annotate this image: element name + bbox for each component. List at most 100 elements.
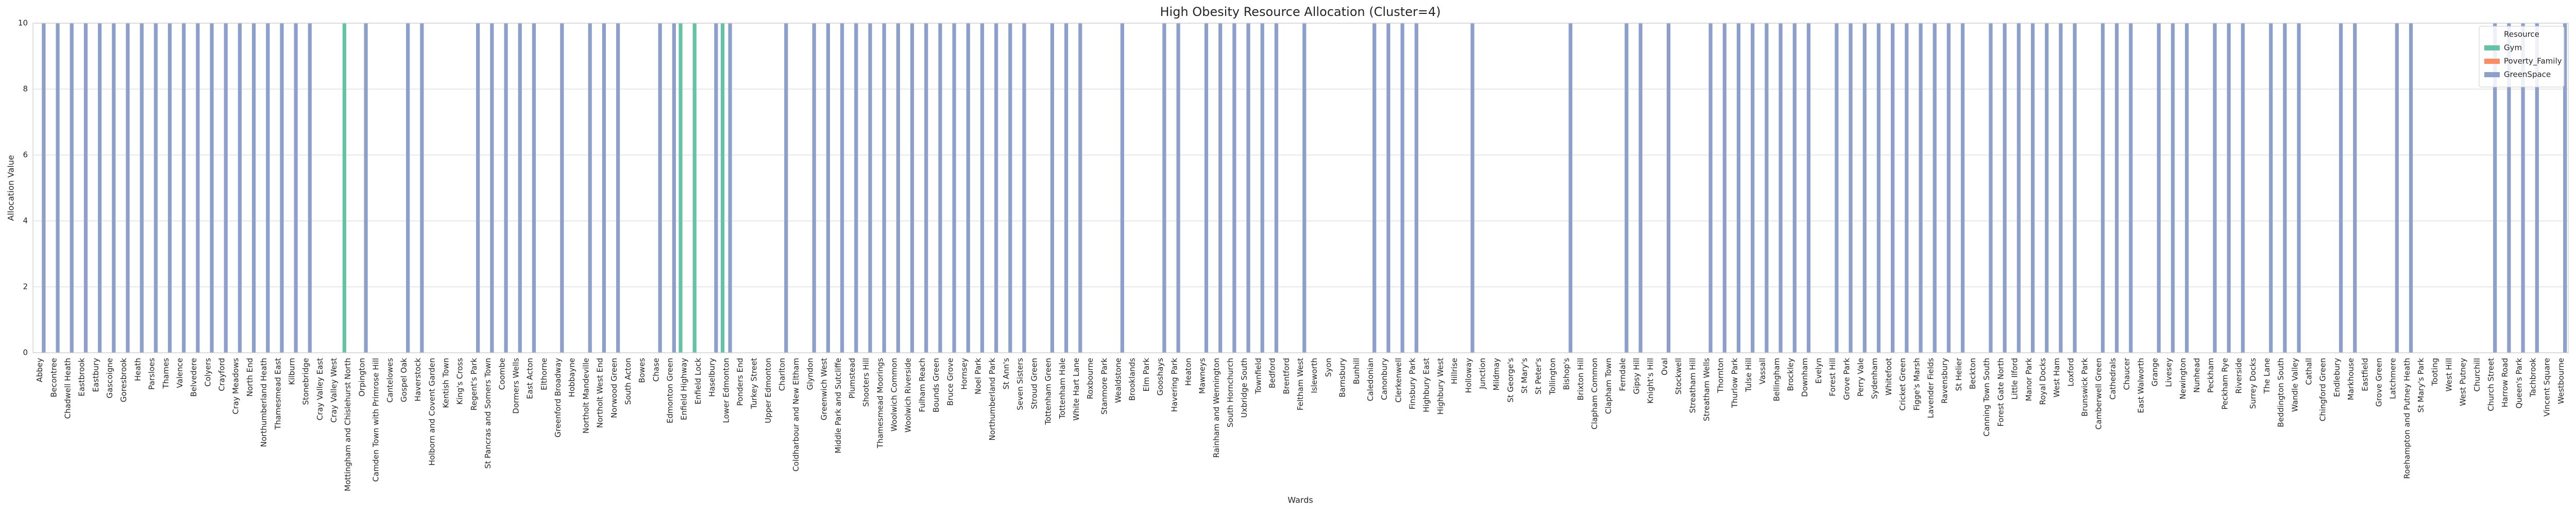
x-tick-label: Belvedere: [189, 358, 198, 397]
bar: [167, 23, 172, 353]
x-tick-label: Elm Park: [1142, 358, 1151, 392]
bar: [1120, 23, 1124, 353]
x-tick-label: White Hart Lane: [1072, 358, 1081, 421]
bar: [294, 23, 298, 353]
x-tick-label: Vassall: [1758, 358, 1767, 384]
bar: [1624, 23, 1629, 353]
x-tick-label: Forest Hill: [1828, 358, 1837, 397]
x-tick-label: Highbury West: [1436, 358, 1445, 415]
x-tick-label: Gooshays: [1156, 358, 1165, 395]
x-tick-label: Heaton: [1183, 358, 1193, 386]
x-tick-label: Upper Edmonton: [764, 358, 773, 423]
bar: [980, 23, 985, 353]
bar: [210, 23, 214, 353]
x-tick-label: Oval: [1660, 358, 1669, 375]
x-tick-label: South Acton: [623, 358, 633, 405]
x-tick-label: Bunhill: [1352, 358, 1361, 384]
x-tick-label: Newington: [2178, 358, 2188, 399]
bar: [154, 23, 158, 353]
x-tick-label: Thamesmead Moorings: [875, 358, 885, 449]
x-tick-label: Greenwich West: [820, 358, 829, 420]
bar: [2507, 23, 2511, 353]
x-tick-label: Beckton: [1968, 358, 1977, 389]
bar: [720, 23, 725, 353]
x-tick-label: Clapham Common: [1590, 358, 1599, 429]
x-tick-label: Thurlow Park: [1730, 358, 1739, 408]
x-tick-label: Eastfield: [2360, 358, 2369, 391]
bar: [126, 23, 130, 353]
x-tick-label: Tulse Hill: [1744, 358, 1753, 392]
x-tick-label: King's Cross: [455, 358, 465, 405]
bar: [882, 23, 886, 353]
x-tick-label: Charlton: [777, 358, 787, 391]
bar: [238, 23, 242, 353]
x-tick-label: Wealdstone: [1114, 358, 1123, 403]
x-tick-label: Crayford: [217, 358, 227, 391]
x-tick-label: Perry Vale: [1856, 358, 1866, 397]
plot-frame: [32, 23, 2569, 353]
bar: [938, 23, 942, 353]
y-axis-label: Allocation Value: [6, 155, 16, 221]
x-tick-label: Peckham Rye: [2220, 358, 2229, 409]
x-tick-label: Camden Town with Primrose Hill: [371, 358, 381, 482]
x-tick-label: Noel Park: [974, 358, 983, 394]
x-tick-label: Clapham Town: [1604, 358, 1613, 414]
x-tick-label: Streatham Wells: [1702, 358, 1711, 421]
bar: [2521, 23, 2525, 353]
x-tick-label: Ravensbury: [1940, 358, 1950, 404]
x-tick-label: Tottenham Hale: [1058, 358, 1067, 419]
bar: [2171, 23, 2175, 353]
bar: [2213, 23, 2217, 353]
x-tick-label: Cray Meadows: [231, 358, 241, 415]
x-tick-label: Eastbrook: [77, 358, 87, 397]
x-tick-label: Uxbridge South: [1240, 358, 1249, 418]
bar: [2269, 23, 2273, 353]
x-tick-label: Vincent Square: [2543, 358, 2552, 417]
bar: [602, 23, 606, 353]
legend-label: GreenSpace: [2504, 70, 2551, 79]
x-tick-label: Northolt Mandeville: [581, 358, 590, 434]
x-tick-label: Queen's Park: [2514, 358, 2523, 409]
x-tick-label: East Acton: [526, 358, 535, 399]
x-tick-label: Canning Town South: [1982, 358, 1991, 437]
bar: [518, 23, 522, 353]
bar: [812, 23, 816, 353]
x-tick-label: Northumberland Park: [988, 358, 997, 441]
bar: [2353, 23, 2357, 353]
bar: [1778, 23, 1783, 353]
x-tick-label: Kilburn: [287, 358, 296, 385]
x-tick-label: Nunhead: [2192, 358, 2201, 393]
bar: [252, 23, 256, 353]
x-tick-label: Dormers Wells: [511, 358, 520, 414]
y-tick-label: 6: [23, 150, 28, 160]
bar: [342, 23, 347, 353]
x-tick-label: Tooting: [2430, 358, 2439, 386]
bar: [854, 23, 858, 353]
x-tick-label: Canonbury: [1380, 358, 1389, 400]
bar: [2129, 23, 2133, 353]
x-tick-label: Evelyn: [1814, 358, 1823, 384]
x-tick-label: Livesey: [2164, 358, 2174, 387]
x-tick-label: Cathall: [2304, 358, 2314, 385]
x-tick-label: Enfield Lock: [693, 358, 703, 405]
x-tick-label: Cricket Green: [1898, 358, 1907, 411]
x-tick-label: Brentford: [1282, 358, 1291, 394]
x-tick-label: Northumberland Heath: [259, 358, 268, 447]
x-tick-label: Barnsbury: [1338, 358, 1347, 398]
x-tick-label: St Ann's: [1002, 358, 1011, 390]
bar: [2045, 23, 2049, 353]
bar: [1568, 23, 1572, 353]
x-tick-label: Clerkenwell: [1394, 358, 1403, 403]
bar: [2003, 23, 2007, 353]
x-tick-label: Parsloes: [147, 358, 157, 390]
x-tick-label: Ferndale: [1618, 358, 1627, 391]
legend-swatch: [2484, 72, 2500, 77]
bar: [1638, 23, 1642, 353]
x-tick-label: Tollington: [1548, 358, 1557, 395]
x-tick-label: Downham: [1800, 358, 1809, 397]
x-tick-label: Regent's Park: [469, 358, 479, 411]
x-tick-label: Kentish Town: [442, 358, 451, 408]
x-tick-label: Stonebridge: [301, 358, 311, 405]
x-tick-label: Cray Valley East: [315, 358, 325, 420]
bar: [2283, 23, 2287, 353]
